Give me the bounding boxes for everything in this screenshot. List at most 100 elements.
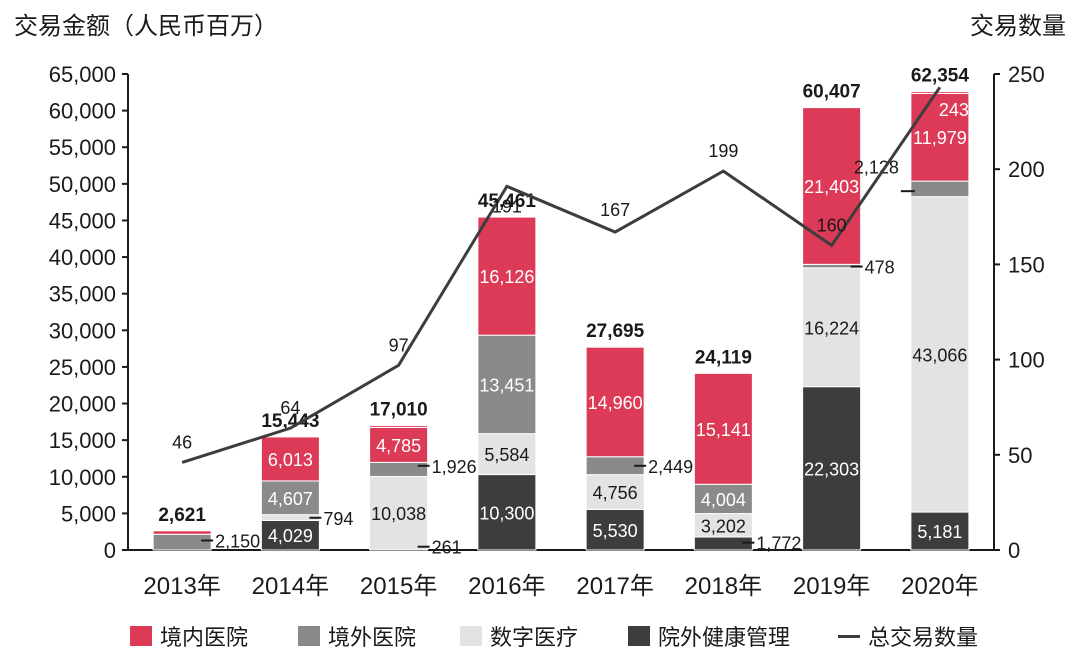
bar-segment [152,533,212,551]
bar-data-label: 4,607 [268,489,313,509]
left-tick-label: 20,000 [49,392,116,417]
legend-swatch-health [628,626,650,646]
bar-data-label: 2,128 [854,157,899,177]
bar-segment [477,433,537,476]
line-data-label: 191 [492,196,522,216]
bar-data-label: 1,772 [756,534,801,554]
bar-total-label: 15,443 [261,411,319,432]
bar-total-label: 17,010 [370,399,428,420]
bar-data-label: 21,403 [804,177,859,197]
left-tick-label: 25,000 [49,355,116,380]
bar-segment [477,216,537,336]
line-data-label: 46 [172,432,192,452]
bar-segment [585,346,645,458]
bar-data-label: 10,038 [371,504,426,524]
x-tick-label: 2014年 [252,573,329,600]
bar-segment [802,107,862,265]
bar-total-label: 62,354 [911,66,970,87]
left-tick-label: 35,000 [49,282,116,307]
bar-total-label: 60,407 [803,82,861,103]
left-tick-label: 40,000 [49,245,116,270]
right-tick-label: 100 [1008,348,1045,373]
line-data-label: 160 [817,215,847,235]
bar-data-label: 16,126 [479,267,534,287]
bar-data-label: 14,960 [588,393,643,413]
x-tick-label: 2013年 [143,573,220,600]
bar-segment [477,474,537,551]
stacked-bar-line-chart: 交易金额（人民币百万） 交易数量 0 5,000 10,000 15,000 20,000 2… [14,13,1066,600]
bar-segment [369,461,429,477]
bar-segment [910,92,970,182]
x-tick-label: 2018年 [685,573,762,600]
bar-data-label: 11,979 [913,128,967,148]
left-tick-label: 55,000 [49,135,116,160]
bar-data-label: 5,584 [484,445,529,465]
left-tick-label: 50,000 [49,172,116,197]
x-tick-label: 2019年 [793,573,870,600]
right-tick-label: 150 [1008,252,1045,277]
bar-total-label: 45,461 [478,191,537,212]
bar-total-label: 2,621 [158,505,206,526]
total-deals-line [181,86,942,464]
bar-data-label: 16,224 [804,318,859,338]
bar-segment [802,267,862,388]
bar-data-label: 2,150 [215,531,260,551]
legend-label: 院外健康管理 [658,626,791,651]
right-tick-label: 250 [1008,62,1045,87]
legend-line-swatch [838,634,860,638]
bar-data-label: 4,004 [701,490,746,510]
x-tick-label: 2016年 [468,573,545,600]
left-tick-label: 15,000 [49,428,116,453]
line-data-label: 64 [280,398,300,418]
line-data-label: 97 [389,335,409,355]
bar-data-label: 478 [865,258,895,278]
bar-segment [910,180,970,198]
legend-label: 总交易数量 [868,626,979,651]
bar-data-label: 10,300 [479,503,534,523]
bar-data-label: 22,303 [804,459,859,479]
bar-segment [802,386,862,551]
left-tick-label: 0 [104,538,116,563]
line-data-label: 199 [708,141,738,161]
bar-data-label: 43,066 [912,345,967,365]
bar-data-label: 2,449 [648,457,693,477]
right-tick-label: 200 [1008,157,1045,182]
legend-swatch-overseas [298,626,320,646]
bar-data-label: 1,926 [432,457,477,477]
right-tick-label: 0 [1008,538,1020,563]
legend-item-health-management: 院外健康管理 [628,620,790,652]
bar-data-label: 13,451 [479,375,534,395]
bar-data-label: 6,013 [268,450,313,470]
bar-total-label: 27,695 [586,321,645,342]
right-axis-title: 交易数量 [970,13,1066,40]
bar-data-label: 4,029 [268,526,313,546]
line-data-label: 167 [600,200,630,220]
legend-swatch-digital [460,626,482,646]
right-tick-label: 50 [1008,443,1032,468]
bar-segment [152,530,212,535]
legend-label: 数字医疗 [490,626,579,651]
bar-segment [585,474,645,511]
bar-segment [260,480,320,516]
left-tick-label: 60,000 [49,99,116,124]
left-tick-label: 65,000 [49,62,116,87]
legend: 境内医院 境外医院 数字医疗 院外健康管理 总交易数量 [0,612,1080,652]
bar-total-label: 24,119 [695,347,752,368]
x-tick-label: 2020年 [901,573,978,600]
bar-data-label: 15,141 [696,420,751,440]
bar-segment [260,436,320,482]
legend-item-overseas-hospital: 境外医院 [298,620,416,652]
bar-data-label: 243 [939,100,969,120]
bar-segment [585,509,645,551]
left-tick-label: 5,000 [61,501,116,526]
bar-data-label: 3,202 [701,516,746,536]
left-tick-label: 30,000 [49,318,116,343]
bar-segment [910,91,970,94]
legend-item-digital-health: 数字医疗 [460,620,578,652]
bar-segment [369,475,429,551]
bar-data-label: 4,756 [593,483,638,503]
legend-label: 境外医院 [328,626,417,651]
bar-segment [910,196,970,513]
bar-segment [260,519,320,551]
